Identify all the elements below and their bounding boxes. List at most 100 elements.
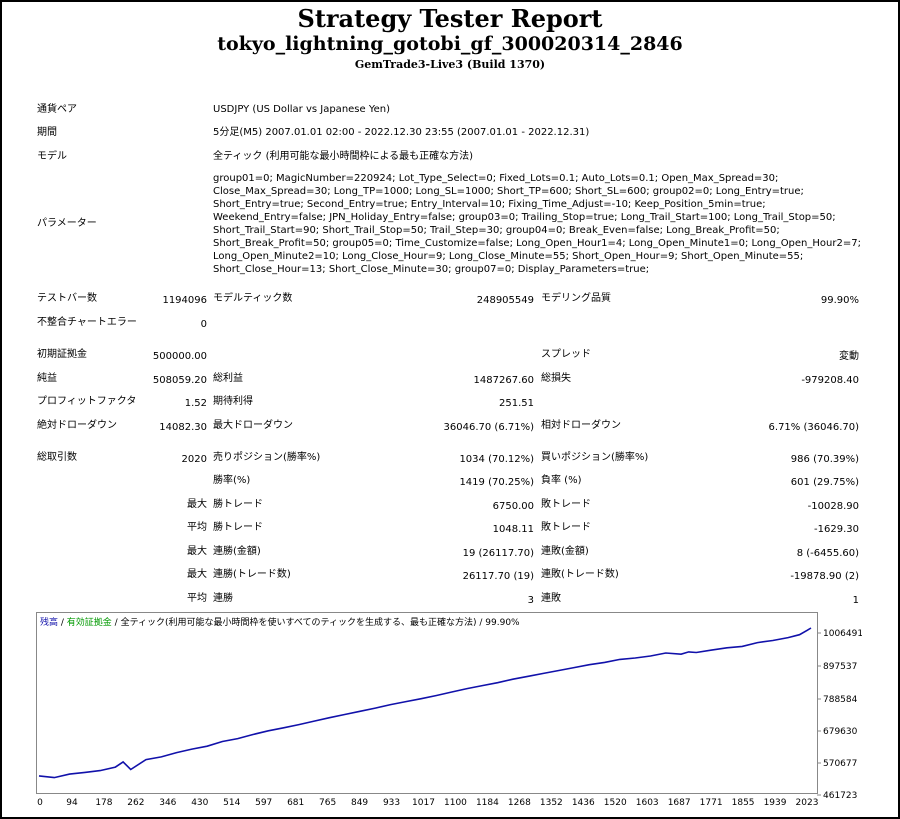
- y-tick-label: 461723: [823, 791, 857, 801]
- ticks-label: モデルティック数: [213, 293, 293, 304]
- model-value: 全ティック (利用可能な最小時間枠による最も正確な方法): [213, 151, 474, 162]
- largest-loss-value: -10028.90: [807, 501, 859, 512]
- avg-win-value: 1048.11: [492, 524, 534, 535]
- quality-label: モデリング品質: [541, 293, 611, 304]
- max-label-3: 最大: [187, 569, 207, 580]
- balance-line: [38, 627, 812, 779]
- total-trades-label: 総取引数: [37, 452, 77, 463]
- x-tick-label: 933: [383, 798, 400, 808]
- x-tick-label: 1939: [764, 798, 787, 808]
- avg-consecutive-wins-value: 3: [527, 595, 534, 606]
- period-value: 5分足(M5) 2007.01.01 02:00 - 2022.12.30 23…: [213, 127, 590, 138]
- x-tick-label: 1100: [444, 798, 467, 808]
- parameters-value: group01=0; MagicNumber=220924; Lot_Type_…: [213, 173, 861, 275]
- x-tick-label: 681: [287, 798, 304, 808]
- short-positions-value: 1034 (70.12%): [459, 454, 534, 465]
- loss-rate-value: 601 (29.75%): [790, 477, 859, 488]
- x-tick-label: 0: [37, 798, 43, 808]
- max-consecutive-profit-label: 連勝(トレード数): [213, 569, 291, 580]
- ticks-value: 248905549: [476, 295, 534, 306]
- absolute-drawdown-value: 14082.30: [159, 422, 207, 433]
- avg-label-2: 平均: [187, 593, 207, 604]
- x-tick-label: 514: [223, 798, 240, 808]
- period-label: 期間: [37, 127, 57, 138]
- absolute-drawdown-label: 絶対ドローダウン: [37, 420, 117, 431]
- legend-sep-2: /: [112, 618, 121, 628]
- bars-value: 1194096: [162, 295, 207, 306]
- y-tick-label: 897537: [823, 662, 857, 672]
- server-build: GemTrade3-Live3 (Build 1370): [354, 58, 546, 71]
- y-tick-label: 788584: [823, 695, 858, 705]
- avg-consecutive-losses-value: 1: [852, 595, 859, 606]
- gross-profit-label: 総利益: [213, 373, 243, 384]
- avg-loss-value: -1629.30: [814, 524, 859, 535]
- relative-drawdown-value: 6.71% (36046.70): [768, 422, 859, 433]
- max-consecutive-losses-label: 連敗(金額): [541, 546, 589, 557]
- quality-value: 99.90%: [820, 295, 859, 306]
- win-rate-label: 勝率(%): [213, 475, 251, 486]
- max-consecutive-profit-value: 26117.70 (19): [462, 571, 534, 582]
- symbol-label: 通貨ペア: [37, 104, 77, 115]
- bars-label: テストバー数: [37, 293, 97, 304]
- x-tick-label: 346: [159, 798, 176, 808]
- mismatch-value: 0: [200, 319, 207, 330]
- legend-quality: 99.90%: [485, 618, 520, 628]
- largest-loss-label: 敗トレード: [541, 499, 591, 510]
- expected-payoff-value: 251.51: [499, 398, 534, 409]
- gross-loss-label: 総損失: [541, 373, 571, 384]
- y-tick-label: 1006491: [823, 629, 862, 639]
- x-tick-label: 178: [95, 798, 112, 808]
- x-tick-label: 1268: [508, 798, 531, 808]
- symbol-value: USDJPY (US Dollar vs Japanese Yen): [213, 104, 391, 115]
- gross-profit-value: 1487267.60: [473, 375, 534, 386]
- win-rate-value: 1419 (70.25%): [459, 477, 534, 488]
- long-positions-value: 986 (70.39%): [790, 454, 859, 465]
- chart-legend: 残高 / 有効証拠金 / 全ティック(利用可能な最小時間枠を使いすべてのティック…: [40, 616, 520, 628]
- spread-label: スプレッド: [541, 349, 591, 360]
- net-profit-value: 508059.20: [152, 375, 207, 386]
- deposit-label: 初期証拠金: [37, 349, 87, 360]
- max-consecutive-wins-value: 19 (26117.70): [462, 548, 534, 559]
- net-profit-label: 純益: [37, 373, 57, 384]
- x-tick-label: 1603: [636, 798, 659, 808]
- avg-consecutive-wins-label: 連勝: [213, 593, 233, 604]
- y-tick-label: 570677: [823, 759, 857, 769]
- balance-chart: 残高 / 有効証拠金 / 全ティック(利用可能な最小時間枠を使いすべてのティック…: [36, 612, 862, 808]
- mismatch-label: 不整合チャートエラー: [37, 317, 137, 328]
- avg-consecutive-losses-label: 連敗: [541, 593, 561, 604]
- largest-win-label: 勝トレード: [213, 499, 263, 510]
- x-tick-label: 1184: [476, 798, 499, 808]
- avg-label-1: 平均: [187, 522, 207, 533]
- max-consecutive-loss-amount-value: -19878.90 (2): [790, 571, 859, 582]
- max-consecutive-losses-value: 8 (-6455.60): [796, 548, 859, 559]
- x-tick-label: 765: [319, 798, 336, 808]
- legend-sep-1: /: [58, 618, 67, 628]
- gross-loss-value: -979208.40: [801, 375, 859, 386]
- loss-rate-label: 負率 (%): [541, 475, 582, 486]
- largest-win-value: 6750.00: [492, 501, 534, 512]
- x-tick-label: 430: [191, 798, 208, 808]
- legend-model: 全ティック(利用可能な最小時間枠を使いすべてのティックを生成する、最も正確な方法…: [121, 616, 477, 628]
- x-tick-label: 1436: [572, 798, 595, 808]
- deposit-value: 500000.00: [152, 351, 207, 362]
- x-tick-label: 1687: [668, 798, 691, 808]
- total-trades-value: 2020: [181, 454, 207, 465]
- x-tick-label: 1855: [732, 798, 755, 808]
- avg-loss-label: 敗トレード: [541, 522, 591, 533]
- strategy-name: tokyo_lightning_gotobi_gf_300020314_2846: [217, 33, 683, 55]
- legend-equity: 有効証拠金: [67, 616, 112, 628]
- y-tick-label: 679630: [823, 727, 858, 737]
- max-consecutive-loss-amount-label: 連敗(トレード数): [541, 569, 619, 580]
- max-label-1: 最大: [187, 499, 207, 510]
- profit-factor-value: 1.52: [184, 398, 207, 409]
- max-consecutive-wins-label: 連勝(金額): [213, 546, 261, 557]
- x-tick-label: 1771: [700, 798, 723, 808]
- x-tick-label: 849: [351, 798, 368, 808]
- legend-balance: 残高: [40, 616, 58, 628]
- model-label: モデル: [37, 151, 67, 162]
- report-title: Strategy Tester Report: [297, 4, 603, 33]
- expected-payoff-label: 期待利得: [213, 396, 253, 407]
- chart-plot-area: [36, 612, 818, 794]
- x-tick-label: 1520: [604, 798, 627, 808]
